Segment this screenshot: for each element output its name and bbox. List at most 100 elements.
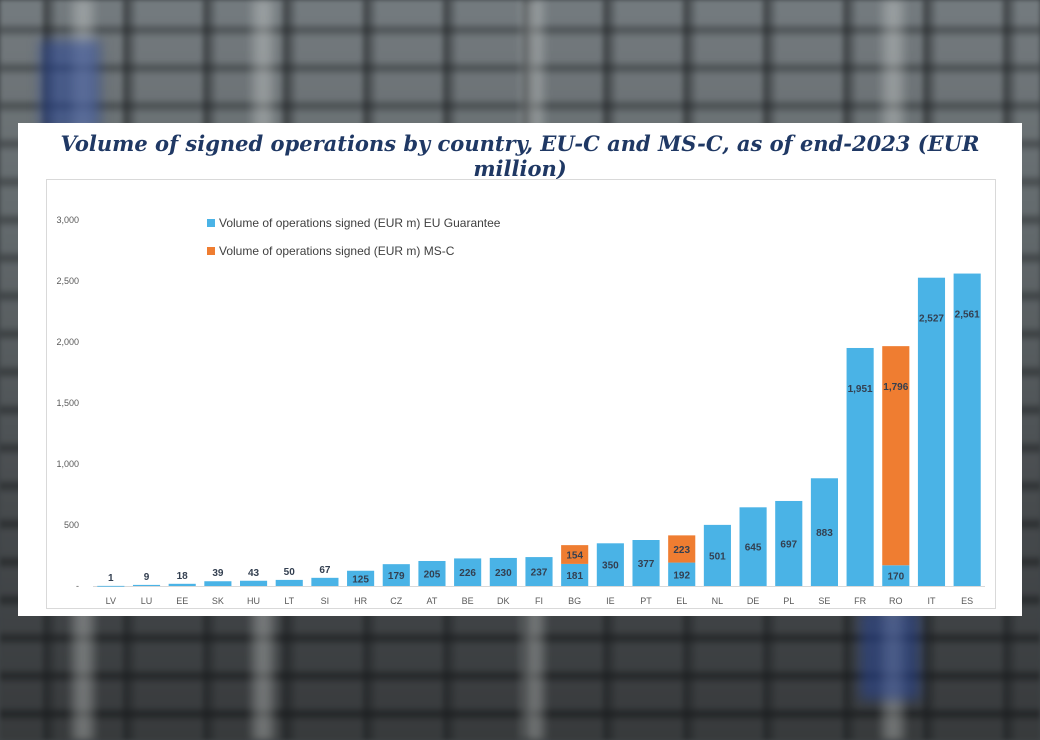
bar-de-eu-guarantee	[739, 507, 767, 586]
bar-fr-eu-guarantee	[846, 347, 874, 586]
y-tick-label: 3,000	[56, 215, 79, 225]
bar-sk-eu-guarantee	[204, 581, 232, 586]
x-tick-label: EL	[676, 596, 687, 606]
chart-panel: Volume of signed operations by country, …	[18, 123, 1022, 616]
x-tick-label: DE	[747, 596, 760, 606]
y-tick-label: 2,500	[56, 276, 79, 286]
x-tick-label: BG	[568, 596, 581, 606]
data-label: 9	[144, 572, 150, 583]
x-tick-label: DK	[497, 596, 510, 606]
data-label: 43	[248, 568, 260, 579]
data-label: 223	[673, 545, 690, 556]
x-tick-label: SK	[212, 596, 224, 606]
bar-lt-eu-guarantee	[275, 579, 303, 586]
bar-ro-msc	[882, 346, 910, 566]
x-tick-label: SE	[818, 596, 830, 606]
data-label: 226	[459, 568, 476, 579]
data-label: 697	[780, 539, 797, 550]
bar-el-msc	[668, 535, 696, 563]
chart-legend: Volume of operations signed (EUR m) EU G…	[207, 216, 500, 272]
legend-label-msc: Volume of operations signed (EUR m) MS-C	[219, 244, 455, 258]
y-tick-label: 1,000	[56, 459, 79, 469]
bar-chart: - 500 1,000 1,500 2,000 2,500 3,000 1 LV 9 LU 18 EE 3…	[56, 215, 985, 606]
plot-area: - 500 1,000 1,500 2,000 2,500 3,000 1 LV 9 LU 18 EE 3…	[46, 179, 996, 609]
x-tick-label: FI	[535, 596, 543, 606]
bar-lv-eu-guarantee	[97, 585, 125, 587]
data-label: 2,561	[955, 310, 980, 321]
x-tick-label: LT	[284, 596, 294, 606]
data-label: 154	[566, 551, 583, 562]
bar-ro-eu-guarantee	[882, 565, 910, 586]
data-label: 179	[388, 571, 405, 582]
data-label: 230	[495, 568, 512, 579]
data-label: 2,527	[919, 314, 944, 325]
data-label: 350	[602, 561, 619, 572]
legend-item-eu-guarantee: Volume of operations signed (EUR m) EU G…	[207, 216, 500, 230]
x-tick-label: EE	[176, 596, 188, 606]
bar-dk-eu-guarantee	[489, 557, 517, 586]
x-tick-label: RO	[889, 596, 903, 606]
data-label: 377	[638, 559, 655, 570]
bar-hu-eu-guarantee	[240, 580, 268, 586]
bar-lu-eu-guarantee	[132, 584, 161, 586]
x-tick-label: NL	[712, 596, 724, 606]
x-tick-label: SI	[321, 596, 330, 606]
data-label: 39	[212, 568, 224, 579]
data-label: 125	[352, 574, 369, 585]
x-tick-label: AT	[427, 596, 438, 606]
bar-se-eu-guarantee	[810, 478, 838, 586]
bar-fi-eu-guarantee	[525, 557, 553, 586]
data-label: 1,951	[848, 384, 873, 395]
legend-item-msc: Volume of operations signed (EUR m) MS-C	[207, 244, 500, 258]
x-tick-label: CZ	[390, 596, 402, 606]
y-tick-label: -	[76, 581, 79, 591]
bar-el-eu-guarantee	[668, 562, 696, 586]
data-label: 501	[709, 551, 726, 562]
data-label: 18	[177, 571, 189, 582]
x-tick-label: LV	[106, 596, 116, 606]
legend-label-eu-guarantee: Volume of operations signed (EUR m) EU G…	[219, 216, 501, 230]
bar-it-eu-guarantee	[917, 277, 946, 586]
bar-ie-eu-guarantee	[596, 543, 624, 586]
data-label: 237	[531, 568, 548, 579]
legend-swatch-msc	[207, 247, 215, 255]
data-label: 1	[108, 573, 114, 584]
x-tick-label: HR	[354, 596, 367, 606]
data-label: 67	[319, 565, 331, 576]
data-label: 205	[424, 569, 441, 580]
bar-bg-msc	[561, 545, 589, 564]
data-label: 50	[284, 567, 296, 578]
bar-nl-eu-guarantee	[703, 524, 731, 586]
x-tick-label: FR	[854, 596, 866, 606]
data-label: 181	[566, 571, 583, 582]
bar-cz-eu-guarantee	[382, 564, 410, 586]
bar-pl-eu-guarantee	[775, 500, 803, 586]
data-label: 1,796	[883, 382, 908, 393]
bar-bg-eu-guarantee	[561, 563, 589, 586]
y-tick-label: 1,500	[56, 398, 79, 408]
legend-swatch-eu-guarantee	[207, 219, 215, 227]
background-flag	[860, 610, 920, 700]
bar-si-eu-guarantee	[311, 577, 339, 586]
x-tick-label: IE	[606, 596, 615, 606]
background-flag	[40, 40, 100, 130]
x-tick-label: LU	[141, 596, 153, 606]
x-tick-label: BE	[462, 596, 474, 606]
data-label: 170	[887, 572, 904, 583]
x-tick-label: PT	[640, 596, 652, 606]
x-tick-label: IT	[927, 596, 936, 606]
y-tick-label: 500	[64, 520, 79, 530]
y-tick-label: 2,000	[56, 337, 79, 347]
x-tick-label: PL	[783, 596, 794, 606]
x-tick-label: HU	[247, 596, 260, 606]
bar-pt-eu-guarantee	[632, 540, 660, 586]
data-label: 192	[673, 570, 690, 581]
bar-be-eu-guarantee	[454, 558, 482, 586]
bar-es-eu-guarantee	[953, 273, 981, 586]
data-label: 645	[745, 543, 762, 554]
chart-title: Volume of signed operations by country, …	[60, 131, 980, 181]
bar-at-eu-guarantee	[418, 560, 446, 586]
bar-hr-eu-guarantee	[347, 570, 375, 586]
x-tick-label: ES	[961, 596, 973, 606]
bar-ee-eu-guarantee	[168, 583, 196, 586]
